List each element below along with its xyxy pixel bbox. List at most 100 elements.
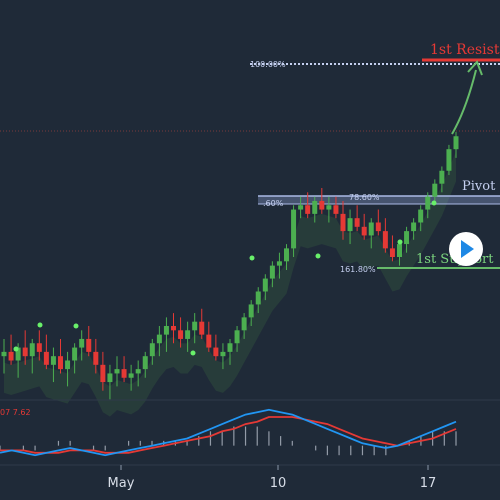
candle-body xyxy=(29,343,35,357)
candle-body xyxy=(439,170,445,184)
candle-body xyxy=(397,244,402,257)
candle-body xyxy=(142,356,148,370)
candle-body xyxy=(8,351,14,361)
arrow-shaft xyxy=(451,69,477,135)
candle-body xyxy=(389,248,395,257)
pivot-label: Pivot xyxy=(462,179,496,194)
candles-layer xyxy=(1,131,459,400)
dots-layer xyxy=(13,200,437,356)
candle-body xyxy=(333,205,339,214)
fib-786-left-label: .60% xyxy=(263,199,284,208)
candle-body xyxy=(192,321,198,331)
candle-body xyxy=(114,369,120,374)
candle-body xyxy=(86,338,92,352)
candle-body xyxy=(43,351,49,365)
levels-layer xyxy=(0,58,500,269)
candle-body xyxy=(326,205,332,210)
fib-100-label: 100.00% xyxy=(250,60,286,69)
candle-body xyxy=(248,304,254,318)
candle-body xyxy=(432,183,438,197)
candle-body xyxy=(319,200,325,210)
fib-786-label: 78.60% xyxy=(349,193,380,202)
candle-body xyxy=(121,369,127,378)
cloud-area xyxy=(4,151,456,417)
candle-body xyxy=(107,373,113,383)
candle-body xyxy=(453,136,459,150)
macd-panel xyxy=(0,399,500,457)
candle-body xyxy=(220,351,226,357)
candle-body xyxy=(171,326,176,331)
indicator-dot xyxy=(397,239,403,245)
candle-body xyxy=(411,222,417,232)
candle-body xyxy=(79,338,85,348)
target-arrow xyxy=(451,60,483,135)
x-tick-label: 10 xyxy=(270,476,287,491)
candle-body xyxy=(185,330,191,339)
candle-body xyxy=(375,222,381,232)
candle-body xyxy=(284,248,289,262)
candle-body xyxy=(262,278,268,292)
candle-body xyxy=(206,334,212,348)
x-axis: May 10 17 xyxy=(0,464,500,491)
x-tick-label: May xyxy=(108,476,135,491)
signal-line xyxy=(0,416,457,454)
candle-body xyxy=(149,343,155,357)
candle-body xyxy=(276,261,282,266)
candle-body xyxy=(178,330,184,339)
candle-body xyxy=(382,231,388,249)
candle-body xyxy=(213,347,219,357)
indicator-dot xyxy=(73,323,79,329)
x-tick-label: 17 xyxy=(420,476,437,491)
candle-body xyxy=(65,360,71,370)
candle-body xyxy=(199,321,205,335)
candle-body xyxy=(425,196,431,210)
candle-body xyxy=(312,200,318,214)
candle-body xyxy=(418,209,424,223)
indicator-dot xyxy=(37,322,43,328)
candle-body xyxy=(50,356,56,365)
candle-body xyxy=(156,334,162,344)
candle-body xyxy=(58,356,63,370)
candle-body xyxy=(340,213,346,232)
candle-body xyxy=(305,205,311,214)
indicator-dot xyxy=(315,253,321,259)
candle-body xyxy=(163,326,169,335)
candle-body xyxy=(298,205,304,210)
fib-1618-label: 161.80% xyxy=(340,265,376,274)
indicator-dot xyxy=(190,350,196,356)
candle-body xyxy=(93,351,99,365)
candle-body xyxy=(347,218,353,232)
candle-body xyxy=(100,364,106,383)
arrow-head xyxy=(467,60,483,76)
candle-body xyxy=(234,330,240,344)
candle-body xyxy=(404,231,410,245)
candle-body xyxy=(135,369,141,374)
candle-body xyxy=(72,347,78,361)
macd-values: 07 7.62 xyxy=(0,408,31,417)
indicator-dot xyxy=(13,346,19,352)
candle-body xyxy=(22,347,28,357)
candle-body xyxy=(36,343,42,352)
candle-body xyxy=(291,209,297,249)
resistance-label: 1st Resist xyxy=(430,42,500,58)
candle-body xyxy=(15,347,21,361)
ichimoku-cloud xyxy=(4,151,456,417)
indicator-dot xyxy=(249,255,255,261)
candle-body xyxy=(368,222,374,236)
candle-body xyxy=(269,265,275,279)
candle-body xyxy=(361,226,367,236)
play-button[interactable] xyxy=(449,232,483,266)
candle-body xyxy=(241,317,247,331)
candle-body xyxy=(1,351,7,357)
candle-body xyxy=(227,343,233,352)
candle-body xyxy=(354,218,360,227)
candle-body xyxy=(128,373,134,378)
play-icon xyxy=(461,240,474,258)
indicator-dot xyxy=(431,200,437,206)
macd-line xyxy=(0,408,457,457)
pivot-band xyxy=(258,196,500,204)
candle-body xyxy=(255,291,261,305)
candle-body xyxy=(446,149,452,171)
